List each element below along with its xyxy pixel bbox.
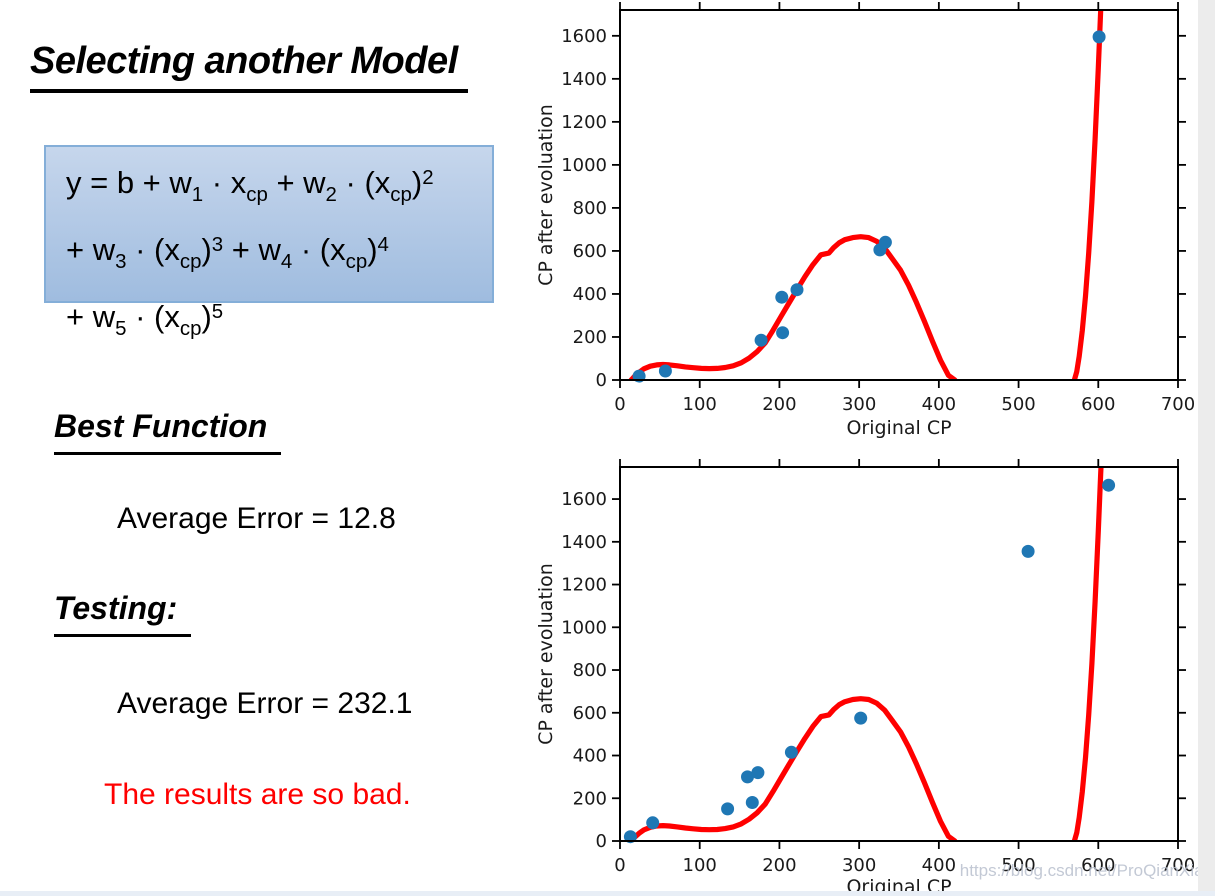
testing-chart: 0 100 200 300 400 500 600 700 0 200 400 600 800 1000 1…	[535, 459, 1195, 896]
data-point	[1021, 544, 1035, 558]
svg-text:600: 600	[1081, 855, 1115, 876]
data-point	[1102, 478, 1116, 492]
data-point	[784, 745, 798, 759]
data-point	[646, 816, 660, 830]
svg-text:300: 300	[842, 855, 876, 876]
svg-text:1200: 1200	[561, 575, 607, 596]
best-function-error: Average Error = 12.8	[117, 502, 396, 535]
bottom-edge-strip	[0, 891, 1215, 896]
formula-box: y = b + w1 · xcp + w2 · (xcp)2 + w3 · (x…	[44, 145, 494, 340]
tick-marks	[612, 459, 1186, 849]
data-point	[658, 364, 672, 378]
data-point	[878, 235, 892, 249]
svg-text:1200: 1200	[561, 112, 607, 133]
data-point	[623, 830, 637, 844]
fit-curve	[628, 10, 1104, 380]
svg-text:400: 400	[922, 394, 956, 415]
svg-text:600: 600	[573, 703, 607, 724]
svg-text:200: 200	[573, 788, 607, 809]
data-point	[775, 290, 789, 304]
y-axis-label: CP after evoluation	[535, 563, 557, 745]
data-point	[745, 796, 759, 809]
data-point	[751, 766, 765, 780]
data-point	[790, 283, 804, 297]
svg-text:1000: 1000	[561, 617, 607, 638]
data-points	[623, 478, 1116, 844]
best-function-heading: Best Function	[54, 408, 282, 455]
svg-text:1400: 1400	[561, 69, 607, 90]
svg-text:800: 800	[573, 660, 607, 681]
axis-frame	[619, 466, 1179, 842]
svg-text:400: 400	[573, 746, 607, 767]
svg-text:700: 700	[1161, 855, 1195, 876]
remark-text: The results are so bad.	[104, 778, 411, 811]
data-point	[854, 711, 868, 725]
data-point	[754, 333, 768, 347]
data-point	[1092, 30, 1106, 44]
svg-text:200: 200	[762, 394, 796, 415]
svg-text:0: 0	[596, 831, 607, 852]
slide-title: Selecting another Model	[30, 40, 468, 93]
svg-text:0: 0	[596, 370, 607, 391]
svg-text:100: 100	[683, 394, 717, 415]
svg-text:0: 0	[614, 855, 625, 876]
svg-text:1400: 1400	[561, 532, 607, 553]
svg-text:600: 600	[1081, 394, 1115, 415]
fit-curve	[628, 467, 1104, 841]
slide-title-text: Selecting another Model	[30, 40, 468, 93]
svg-text:500: 500	[1001, 855, 1035, 876]
svg-text:600: 600	[573, 241, 607, 262]
formula-line-3: + w5 · (xcp)5	[66, 299, 224, 340]
watermark: https://blog.csdn.net/ProQianXiao	[959, 861, 1213, 880]
svg-text:100: 100	[683, 855, 717, 876]
svg-text:800: 800	[573, 198, 607, 219]
axis-frame	[619, 9, 1179, 381]
svg-text:0: 0	[614, 394, 625, 415]
x-axis-label: Original CP	[846, 417, 951, 439]
testing-heading: Testing:	[54, 590, 192, 637]
svg-text:300: 300	[842, 394, 876, 415]
svg-text:500: 500	[1001, 394, 1035, 415]
data-point	[776, 326, 790, 340]
svg-text:400: 400	[573, 284, 607, 305]
tick-labels: 0 100 200 300 400 500 600 700 0 200 400 600 800 1000 1…	[561, 26, 1195, 415]
tick-labels: 0 100 200 300 400 500 600 700 0 200 400 600 800 1000 1…	[561, 489, 1195, 876]
formula-line-1: y = b + w1 · xcp + w2 · (xcp)2	[66, 165, 434, 206]
data-points	[632, 30, 1106, 383]
tick-marks	[612, 2, 1186, 388]
formula-line-2: + w3 · (xcp)3 + w4 · (xcp)4	[66, 232, 389, 273]
svg-text:1000: 1000	[561, 155, 607, 176]
right-edge-strip	[1198, 0, 1215, 896]
svg-text:700: 700	[1161, 394, 1195, 415]
data-point	[721, 802, 735, 816]
testing-error: Average Error = 232.1	[117, 687, 413, 720]
svg-text:200: 200	[762, 855, 796, 876]
svg-text:1600: 1600	[561, 26, 607, 47]
svg-text:1600: 1600	[561, 489, 607, 510]
svg-text:400: 400	[922, 855, 956, 876]
y-axis-label: CP after evoluation	[535, 104, 557, 286]
training-chart: 0 100 200 300 400 500 600 700 0 200 400 600 800 1000 1…	[535, 2, 1195, 439]
svg-text:200: 200	[573, 327, 607, 348]
data-point	[741, 770, 754, 784]
